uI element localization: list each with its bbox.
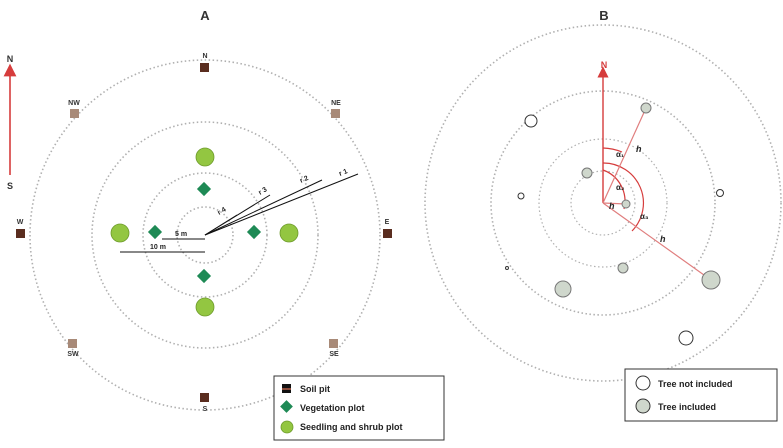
vegetation-plot-w xyxy=(147,224,163,240)
legend-a-box xyxy=(273,375,445,441)
distance-line-1 xyxy=(602,107,647,204)
soil-pit-se xyxy=(329,339,338,348)
legend-tree-included-icon xyxy=(635,398,651,414)
soil-pit-n xyxy=(200,63,209,72)
radius-label-r3: r 3 xyxy=(258,186,269,196)
label-alpha2: α₂ xyxy=(616,183,625,192)
direction-label-sw: SW xyxy=(67,351,79,358)
legend-a: Soil pit Vegetation plot Seedling and sh… xyxy=(273,375,445,441)
tree-included xyxy=(581,167,593,179)
north-arrow-icon: N S xyxy=(3,54,17,191)
soil-pit-s xyxy=(200,393,209,402)
legend-tree-not-included-icon xyxy=(635,375,651,391)
angle-arc-alpha3 xyxy=(602,162,645,232)
tree-not-included xyxy=(505,266,509,270)
legend-vegetation-plot-label: Vegetation plot xyxy=(300,403,365,413)
panel-b: B N α₁ α₂ α₃ h h h xyxy=(424,8,782,422)
tree-included xyxy=(621,199,631,209)
direction-label-s: S xyxy=(203,406,208,413)
north-arrow-s-label: S xyxy=(7,181,13,191)
trees xyxy=(505,102,724,346)
direction-label-w: W xyxy=(17,219,24,226)
direction-label-se: SE xyxy=(329,351,339,358)
vegetation-plot-n xyxy=(196,181,212,197)
label-h2: h xyxy=(609,201,615,211)
soil-pit-sw xyxy=(68,339,77,348)
radius-line-r3 xyxy=(204,194,271,236)
label-alpha3: α₃ xyxy=(640,212,649,221)
direction-label-ne: NE xyxy=(331,100,341,107)
panel-a: A N S r 4 r 3 r 2 r 1 5 m 10 m N NE xyxy=(3,8,445,441)
label-h1: h xyxy=(636,144,642,154)
seedling-plot-n xyxy=(195,147,215,167)
radius-line-r1 xyxy=(204,173,359,236)
angle-arc-alpha1 xyxy=(602,147,623,153)
legend-seedling-plot-icon xyxy=(280,420,294,434)
soil-pit-w xyxy=(16,229,25,238)
circle-r4 xyxy=(176,206,234,264)
north-label-b: N xyxy=(601,60,608,70)
seedling-plot-w xyxy=(110,223,130,243)
scale-label-5m: 5 m xyxy=(175,231,187,238)
legend-tree-included-label: Tree included xyxy=(658,402,716,412)
panel-b-label: B xyxy=(599,8,608,23)
direction-label-e: E xyxy=(385,219,390,226)
radius-label-r1: r 1 xyxy=(338,168,349,178)
circle-b-middle xyxy=(490,90,716,316)
soil-pit-e xyxy=(383,229,392,238)
tree-not-included xyxy=(524,114,538,128)
circle-r3 xyxy=(142,172,268,298)
north-arrow-n-label: N xyxy=(7,54,14,64)
circle-r2 xyxy=(91,121,319,349)
direction-label-nw: NW xyxy=(68,100,80,107)
scale-label-10m: 10 m xyxy=(150,244,166,251)
label-h3: h xyxy=(660,234,666,244)
tree-included xyxy=(617,262,629,274)
seedling-plots xyxy=(110,147,299,317)
direction-label-n: N xyxy=(202,53,207,60)
tree-included xyxy=(701,270,721,290)
radius-label-r4: r 4 xyxy=(217,206,228,216)
radius-label-r2: r 2 xyxy=(299,175,310,185)
tree-included xyxy=(640,102,652,114)
soil-pit-ne xyxy=(331,109,340,118)
panel-a-label: A xyxy=(200,8,210,23)
legend-seedling-plot-label: Seedling and shrub plot xyxy=(300,422,403,432)
radius-line-r2 xyxy=(204,179,323,236)
distance-line-3 xyxy=(602,202,712,281)
legend-b-box xyxy=(624,368,778,422)
seedling-plot-s xyxy=(195,297,215,317)
label-alpha1: α₁ xyxy=(616,150,625,159)
legend-tree-not-included-label: Tree not included xyxy=(658,379,733,389)
soil-pits: N NE E SE S SW W NW xyxy=(16,53,392,413)
legend-vegetation-plot-icon xyxy=(280,400,293,413)
legend-b: Tree not included Tree included xyxy=(624,368,778,422)
seedling-plot-e xyxy=(279,223,299,243)
tree-not-included xyxy=(716,189,724,197)
circle-r1 xyxy=(29,59,381,411)
tree-not-included xyxy=(517,192,525,200)
circle-b-core xyxy=(570,170,636,236)
tree-included xyxy=(554,280,572,298)
tree-not-included xyxy=(678,330,694,346)
vegetation-plots xyxy=(147,181,262,284)
circle-b-outer xyxy=(424,24,782,382)
vegetation-plot-s xyxy=(196,268,212,284)
vegetation-plot-e xyxy=(246,224,262,240)
legend-soil-pit-label: Soil pit xyxy=(300,384,330,394)
soil-pit-nw xyxy=(70,109,79,118)
